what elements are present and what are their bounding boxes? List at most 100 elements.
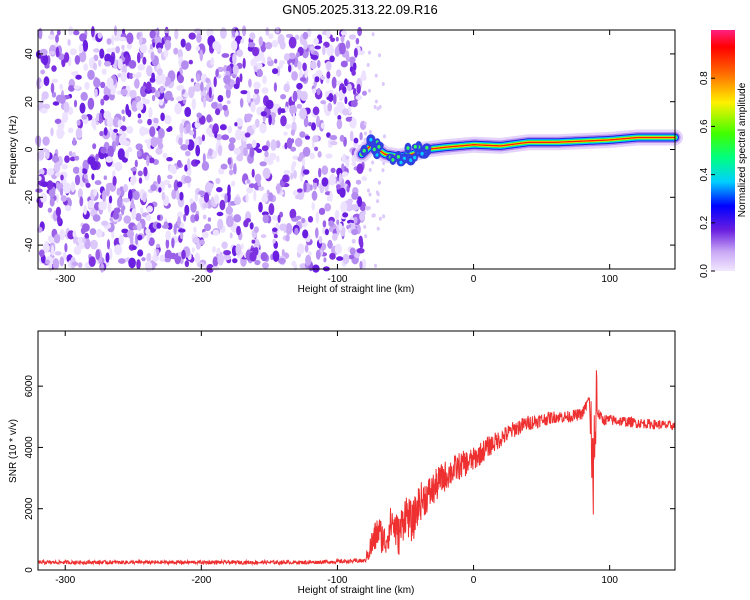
noise-cell (87, 69, 95, 80)
noise-cell (177, 74, 184, 84)
noise-cell (269, 152, 277, 161)
noise-cell (216, 187, 223, 193)
noise-cell (74, 174, 81, 186)
noise-cell (260, 234, 267, 239)
noise-cell (366, 63, 370, 67)
noise-cell (153, 249, 157, 262)
noise-cell (299, 77, 307, 82)
noise-cell (284, 106, 288, 112)
noise-cell (100, 146, 107, 154)
noise-cell (246, 186, 254, 194)
noise-cell (158, 128, 165, 139)
noise-cell (64, 243, 68, 253)
noise-cell (46, 168, 55, 176)
noise-cell (176, 96, 184, 102)
noise-cell (309, 184, 313, 191)
noise-cell (98, 112, 103, 125)
noise-cell (315, 227, 319, 239)
noise-cell (217, 253, 224, 266)
noise-cell (234, 196, 241, 205)
noise-cell (121, 44, 125, 50)
noise-cell (111, 34, 115, 46)
noise-cell (318, 167, 322, 178)
noise-cell (246, 179, 251, 184)
noise-cell (195, 45, 200, 52)
noise-cell (205, 127, 213, 135)
noise-cell (179, 191, 184, 201)
noise-cell (303, 117, 309, 128)
noise-cell (323, 257, 327, 263)
noise-cell (153, 117, 159, 125)
noise-cell (321, 177, 329, 187)
noise-cell (261, 195, 269, 203)
x-tick-label: -300 (55, 274, 75, 285)
noise-cell (71, 71, 78, 76)
noise-cell (59, 229, 66, 241)
noise-cell (51, 78, 58, 84)
noise-cell (141, 257, 146, 262)
noise-cell (178, 137, 183, 146)
noise-cell (62, 251, 67, 261)
noise-cell (256, 62, 263, 70)
noise-cell (301, 217, 306, 224)
noise-cell (74, 55, 81, 65)
noise-cell (164, 39, 172, 51)
noise-cell (176, 159, 182, 168)
signal-blob-core (399, 160, 403, 165)
noise-cell (355, 95, 363, 101)
noise-cell (196, 32, 202, 44)
noise-cell (285, 33, 294, 38)
noise-cell (220, 163, 228, 170)
noise-cell (211, 150, 218, 159)
noise-cell (229, 232, 233, 239)
noise-cell (190, 201, 197, 213)
noise-cell (190, 214, 196, 223)
noise-cell (151, 72, 156, 82)
snr-y-label: SNR (10 * v/v) (8, 419, 19, 483)
noise-cell (89, 228, 97, 236)
noise-cell (252, 123, 257, 131)
noise-cell (90, 239, 98, 250)
noise-cell (40, 69, 46, 75)
noise-cell (245, 113, 253, 119)
noise-cell (219, 199, 226, 211)
noise-cell (157, 142, 164, 150)
noise-cell (95, 249, 100, 261)
noise-cell (256, 148, 262, 153)
noise-cell (232, 64, 239, 75)
noise-cell (347, 83, 352, 92)
colorbar-label: Normalized spectral amplitude (737, 82, 748, 217)
noise-cell (68, 150, 73, 157)
noise-cell (223, 254, 232, 261)
noise-cell (203, 96, 207, 108)
noise-cell (372, 213, 376, 218)
noise-cell (120, 71, 127, 83)
noise-cell (134, 78, 140, 89)
noise-cell (253, 189, 257, 202)
noise-cell (219, 168, 225, 175)
noise-cell (252, 47, 260, 57)
noise-cell (38, 168, 45, 175)
noise-cell (376, 106, 380, 111)
x-tick-label: 0 (471, 575, 477, 586)
x-tick-label: 100 (601, 274, 618, 285)
noise-cell (126, 32, 134, 45)
noise-cell (287, 52, 296, 60)
noise-cell (284, 142, 288, 150)
noise-cell (52, 258, 60, 270)
noise-cell (321, 165, 329, 175)
x-tick-label: -100 (327, 274, 347, 285)
noise-cell (283, 223, 287, 234)
noise-cell (75, 74, 82, 80)
noise-cell (364, 234, 368, 239)
noise-cell (147, 118, 152, 126)
noise-cell (108, 93, 115, 101)
noise-cell (123, 215, 131, 224)
noise-cell (154, 90, 161, 98)
noise-cell (330, 37, 336, 43)
noise-cell (165, 238, 170, 249)
noise-cell (248, 42, 256, 48)
noise-cell (78, 50, 87, 63)
noise-cell (120, 88, 128, 96)
noise-cell (93, 121, 97, 131)
